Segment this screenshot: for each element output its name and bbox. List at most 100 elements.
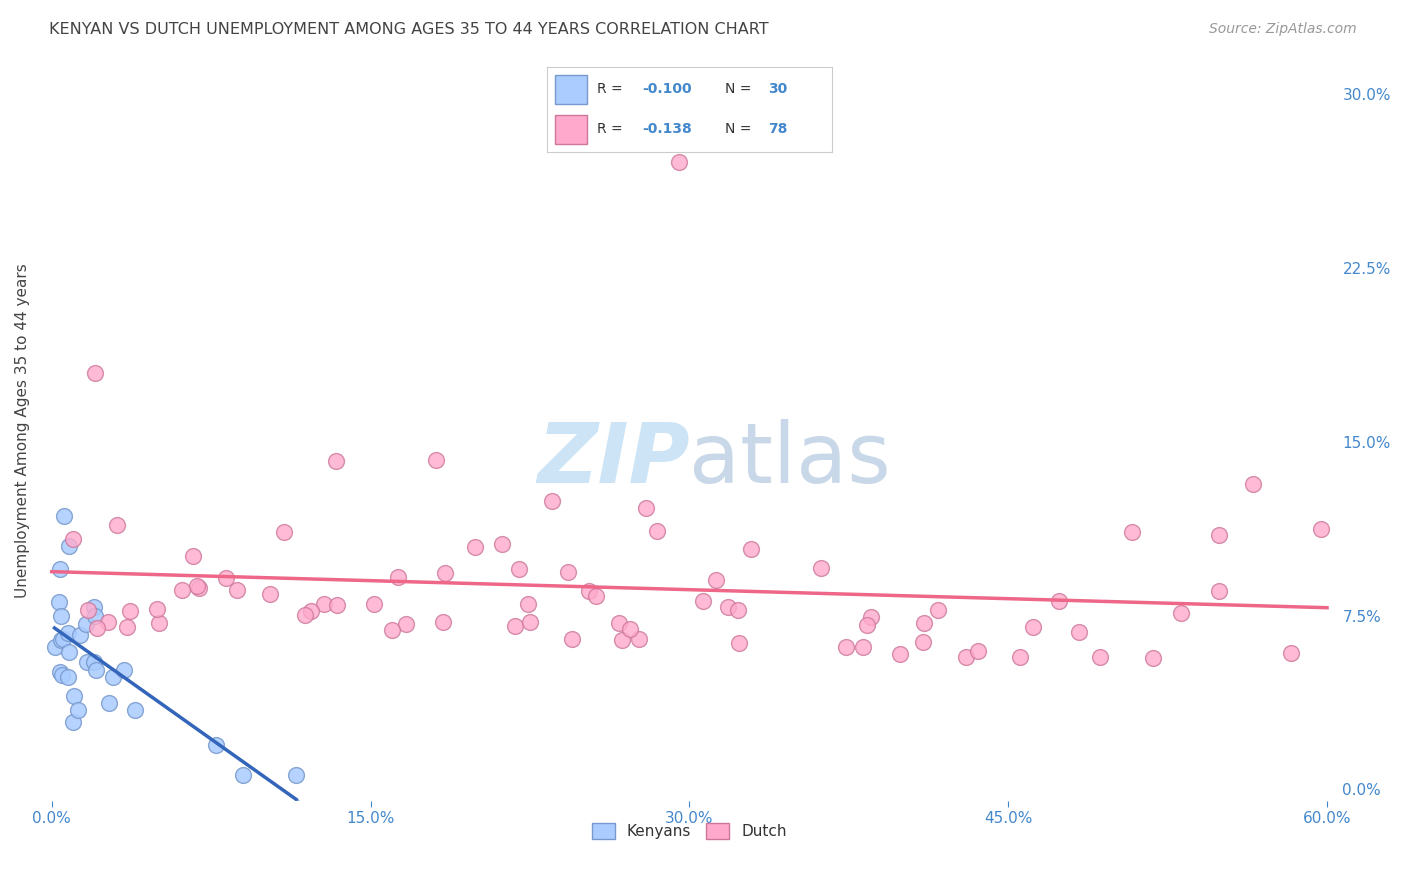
Point bbox=[491, 537, 513, 551]
Point bbox=[76, 655, 98, 669]
Point bbox=[1067, 624, 1090, 639]
Point bbox=[62, 533, 84, 547]
Point bbox=[83, 656, 105, 670]
Point bbox=[1142, 651, 1164, 665]
Legend: Kenyans, Dutch: Kenyans, Dutch bbox=[585, 817, 793, 845]
Text: KENYAN VS DUTCH UNEMPLOYMENT AMONG AGES 35 TO 44 YEARS CORRELATION CHART: KENYAN VS DUTCH UNEMPLOYMENT AMONG AGES … bbox=[49, 22, 769, 37]
Point bbox=[912, 615, 935, 630]
Point bbox=[124, 703, 146, 717]
Point bbox=[83, 600, 105, 615]
Point bbox=[1279, 646, 1302, 660]
Point bbox=[204, 738, 226, 752]
Point bbox=[215, 571, 238, 585]
Point bbox=[927, 603, 949, 617]
Point bbox=[889, 648, 911, 662]
Point bbox=[519, 615, 541, 629]
Point bbox=[628, 632, 651, 646]
Point bbox=[86, 621, 108, 635]
Point bbox=[1170, 606, 1192, 620]
Point bbox=[508, 561, 530, 575]
Point bbox=[387, 570, 409, 584]
Point bbox=[53, 508, 76, 523]
Point bbox=[668, 154, 690, 169]
Point bbox=[52, 632, 75, 646]
Point bbox=[859, 610, 882, 624]
Point bbox=[62, 689, 84, 703]
Point bbox=[1121, 524, 1143, 539]
Point bbox=[619, 623, 641, 637]
Point bbox=[541, 494, 564, 508]
Point bbox=[1208, 528, 1230, 542]
Point bbox=[609, 615, 631, 630]
Point bbox=[740, 542, 762, 557]
Point bbox=[56, 670, 79, 684]
Point bbox=[51, 668, 73, 682]
Point bbox=[717, 600, 740, 615]
Point bbox=[363, 597, 385, 611]
Point bbox=[1088, 649, 1111, 664]
Point bbox=[67, 703, 90, 717]
Point bbox=[835, 640, 858, 654]
Point bbox=[188, 581, 211, 595]
Point bbox=[610, 633, 633, 648]
Point bbox=[84, 366, 107, 380]
Point bbox=[810, 560, 832, 574]
Point bbox=[692, 594, 714, 608]
Text: ZIP: ZIP bbox=[537, 419, 689, 500]
Point bbox=[1022, 619, 1045, 633]
Point bbox=[58, 645, 80, 659]
Text: atlas: atlas bbox=[689, 419, 891, 500]
Point bbox=[44, 640, 66, 654]
Point bbox=[77, 602, 100, 616]
Point bbox=[727, 603, 749, 617]
Point bbox=[148, 615, 170, 630]
Point bbox=[852, 640, 875, 655]
Point bbox=[49, 608, 72, 623]
Point bbox=[48, 595, 70, 609]
Point bbox=[325, 454, 347, 468]
Point bbox=[285, 768, 308, 782]
Point bbox=[464, 540, 486, 554]
Y-axis label: Unemployment Among Ages 35 to 44 years: Unemployment Among Ages 35 to 44 years bbox=[15, 263, 30, 598]
Point bbox=[75, 616, 97, 631]
Point bbox=[585, 589, 607, 603]
Point bbox=[912, 635, 935, 649]
Point bbox=[273, 524, 295, 539]
Point bbox=[561, 632, 583, 647]
Point bbox=[170, 583, 193, 598]
Point bbox=[112, 663, 135, 677]
Point bbox=[645, 524, 668, 538]
Point bbox=[557, 566, 579, 580]
Point bbox=[516, 597, 538, 611]
Point bbox=[433, 566, 456, 581]
Point bbox=[1008, 650, 1031, 665]
Point bbox=[955, 649, 977, 664]
Text: Source: ZipAtlas.com: Source: ZipAtlas.com bbox=[1209, 22, 1357, 37]
Point bbox=[299, 604, 322, 618]
Point bbox=[58, 539, 80, 553]
Point bbox=[1208, 583, 1230, 598]
Point bbox=[181, 549, 204, 564]
Point bbox=[395, 616, 418, 631]
Point bbox=[97, 615, 120, 629]
Point bbox=[432, 615, 454, 629]
Point bbox=[967, 644, 990, 658]
Point bbox=[706, 573, 728, 587]
Point bbox=[98, 696, 121, 710]
Point bbox=[259, 587, 281, 601]
Point bbox=[118, 604, 141, 618]
Point bbox=[186, 579, 208, 593]
Point bbox=[48, 665, 70, 679]
Point bbox=[1309, 522, 1331, 536]
Point bbox=[425, 453, 447, 467]
Point bbox=[294, 608, 316, 623]
Point bbox=[56, 626, 79, 640]
Point bbox=[84, 663, 107, 677]
Point bbox=[83, 609, 105, 624]
Point bbox=[48, 562, 70, 576]
Point bbox=[115, 620, 138, 634]
Point bbox=[103, 670, 125, 684]
Point bbox=[146, 601, 169, 615]
Point bbox=[62, 714, 84, 729]
Point bbox=[105, 518, 128, 533]
